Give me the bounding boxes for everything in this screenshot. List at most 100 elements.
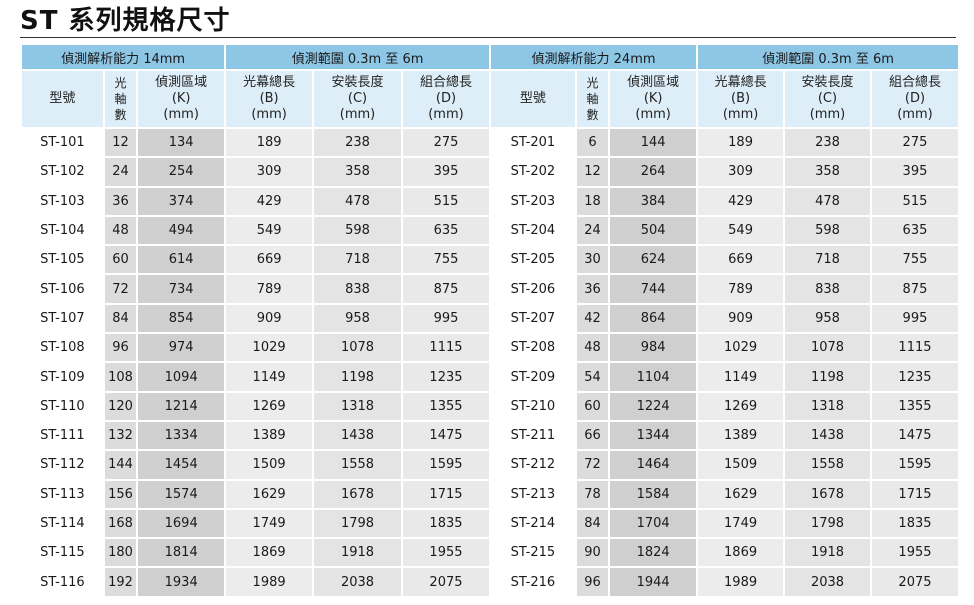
cell-axes-right: 60 bbox=[576, 392, 609, 420]
cell-k-left: 974 bbox=[138, 334, 225, 362]
cell-model-left: ST-116 bbox=[22, 568, 103, 596]
cell-model-left: ST-106 bbox=[22, 275, 103, 303]
cell-k-left: 1214 bbox=[138, 392, 225, 420]
cell-b-right: 429 bbox=[698, 187, 784, 215]
header-c-unit: (mm) bbox=[809, 107, 846, 122]
cell-axes-left: 24 bbox=[104, 158, 137, 186]
cell-c-right: 1078 bbox=[785, 334, 870, 362]
cell-axes-right: 6 bbox=[576, 129, 609, 157]
cell-model-right: ST-210 bbox=[490, 392, 575, 420]
cell-k-right: 864 bbox=[610, 304, 697, 333]
cell-model-right: ST-207 bbox=[490, 304, 575, 333]
cell-model-left: ST-108 bbox=[22, 334, 103, 362]
header-model-right: 型號 bbox=[490, 71, 575, 127]
cell-b-right: 1029 bbox=[698, 334, 784, 362]
cell-d-left: 1235 bbox=[403, 363, 489, 391]
header-axes-char: 軸 bbox=[114, 92, 127, 106]
cell-b-right: 1749 bbox=[698, 509, 784, 538]
cell-model-left: ST-104 bbox=[22, 216, 103, 245]
cell-b-right: 189 bbox=[698, 129, 784, 157]
header-axes-char: 軸 bbox=[586, 92, 599, 106]
table-row: ST-104 48 494 549 598 635 ST-204 24 504 549 598 635 bbox=[22, 216, 958, 245]
cell-b-right: 1989 bbox=[698, 568, 784, 596]
cell-d-right: 1235 bbox=[871, 363, 958, 391]
cell-axes-left: 12 bbox=[104, 129, 137, 157]
cell-model-left: ST-102 bbox=[22, 158, 103, 186]
cell-k-right: 744 bbox=[610, 275, 697, 303]
cell-c-left: 358 bbox=[314, 158, 401, 186]
cell-b-left: 429 bbox=[226, 187, 313, 215]
cell-model-right: ST-216 bbox=[490, 568, 575, 596]
cell-d-left: 875 bbox=[403, 275, 489, 303]
cell-k-left: 1694 bbox=[138, 509, 225, 538]
cell-d-right: 2075 bbox=[871, 568, 958, 596]
cell-c-right: 838 bbox=[785, 275, 870, 303]
cell-c-right: 358 bbox=[785, 158, 870, 186]
cell-d-left: 995 bbox=[403, 304, 489, 333]
cell-k-left: 614 bbox=[138, 246, 225, 274]
cell-axes-right: 84 bbox=[576, 509, 609, 538]
cell-k-right: 1224 bbox=[610, 392, 697, 420]
cell-axes-right: 30 bbox=[576, 246, 609, 274]
cell-axes-left: 192 bbox=[104, 568, 137, 596]
header-b-right: 光幕總長 (B) (mm) bbox=[698, 71, 784, 127]
cell-d-right: 1115 bbox=[871, 334, 958, 362]
cell-axes-right: 12 bbox=[576, 158, 609, 186]
cell-k-right: 984 bbox=[610, 334, 697, 362]
cell-model-left: ST-109 bbox=[22, 363, 103, 391]
table-row: ST-107 84 854 909 958 995 ST-207 42 864 909 958 995 bbox=[22, 304, 958, 333]
cell-model-right: ST-201 bbox=[490, 129, 575, 157]
cell-c-left: 1558 bbox=[314, 451, 401, 479]
cell-model-right: ST-202 bbox=[490, 158, 575, 186]
cell-b-left: 1389 bbox=[226, 421, 313, 450]
cell-model-right: ST-209 bbox=[490, 363, 575, 391]
cell-c-left: 1318 bbox=[314, 392, 401, 420]
header-model-left: 型號 bbox=[22, 71, 103, 127]
cell-axes-left: 108 bbox=[104, 363, 137, 391]
cell-b-left: 1629 bbox=[226, 480, 313, 508]
cell-b-left: 1029 bbox=[226, 334, 313, 362]
cell-b-right: 309 bbox=[698, 158, 784, 186]
group-left-range: 偵測範圍 0.3m 至 6m bbox=[226, 45, 489, 69]
cell-k-left: 1334 bbox=[138, 421, 225, 450]
cell-b-left: 1869 bbox=[226, 539, 313, 567]
cell-b-left: 909 bbox=[226, 304, 313, 333]
cell-model-left: ST-105 bbox=[22, 246, 103, 274]
header-k-label: 偵測區域 bbox=[627, 75, 680, 90]
header-axes-char: 光 bbox=[114, 76, 127, 90]
cell-b-right: 549 bbox=[698, 216, 784, 245]
cell-d-left: 2075 bbox=[403, 568, 489, 596]
table-row: ST-114 168 1694 1749 1798 1835 ST-214 84 1704 174… bbox=[22, 509, 958, 538]
table-row: ST-116 192 1934 1989 2038 2075 ST-216 96 1944 198… bbox=[22, 568, 958, 596]
cell-b-right: 1389 bbox=[698, 421, 784, 450]
cell-k-right: 144 bbox=[610, 129, 697, 157]
cell-axes-left: 180 bbox=[104, 539, 137, 567]
cell-model-left: ST-110 bbox=[22, 392, 103, 420]
group-right-range: 偵測範圍 0.3m 至 6m bbox=[698, 45, 958, 69]
cell-c-left: 1438 bbox=[314, 421, 401, 450]
cell-axes-right: 48 bbox=[576, 334, 609, 362]
cell-k-right: 1944 bbox=[610, 568, 697, 596]
cell-k-right: 384 bbox=[610, 187, 697, 215]
cell-c-right: 1198 bbox=[785, 363, 870, 391]
cell-axes-left: 156 bbox=[104, 480, 137, 508]
spec-table-body: ST-101 12 134 189 238 275 ST-201 6 144 189 238 275 S… bbox=[22, 129, 958, 596]
cell-d-left: 1475 bbox=[403, 421, 489, 450]
header-c-label: 安裝長度 bbox=[331, 75, 384, 90]
cell-c-right: 958 bbox=[785, 304, 870, 333]
cell-axes-left: 132 bbox=[104, 421, 137, 450]
header-d-label: 組合總長 bbox=[419, 75, 472, 90]
cell-k-right: 264 bbox=[610, 158, 697, 186]
cell-d-right: 875 bbox=[871, 275, 958, 303]
cell-c-right: 1798 bbox=[785, 509, 870, 538]
header-k-code: (K) bbox=[643, 91, 663, 106]
cell-c-left: 1798 bbox=[314, 509, 401, 538]
cell-d-left: 1715 bbox=[403, 480, 489, 508]
cell-d-right: 635 bbox=[871, 216, 958, 245]
cell-axes-left: 48 bbox=[104, 216, 137, 245]
cell-axes-right: 78 bbox=[576, 480, 609, 508]
header-d-right: 組合總長 (D) (mm) bbox=[871, 71, 958, 127]
cell-k-right: 1344 bbox=[610, 421, 697, 450]
cell-c-left: 238 bbox=[314, 129, 401, 157]
